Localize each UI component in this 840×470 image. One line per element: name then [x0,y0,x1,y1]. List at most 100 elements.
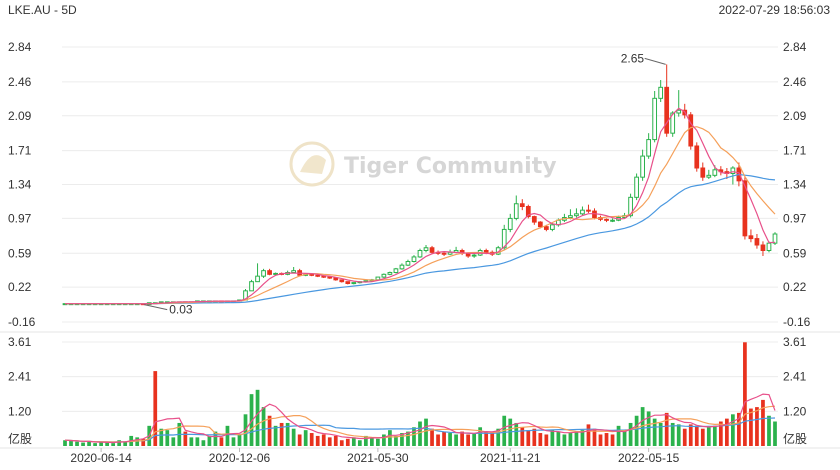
volume-tick-label-left: 2.41 [8,370,32,384]
volume-bar [532,428,537,446]
volume-bar [490,433,495,446]
candle-body [580,209,585,215]
volume-bar [321,434,326,446]
volume-bar [628,422,633,446]
volume-bar [749,408,753,446]
volume-bar [676,424,681,446]
candle-body [429,247,435,253]
volume-tick-label-left: 1.20 [8,404,32,418]
candle-body [393,268,399,274]
candle-body [309,273,315,276]
chart-timestamp: 2022-07-29 18:56:03 [718,3,830,17]
candle-body [345,281,351,284]
candle-body [676,109,682,114]
candle-body [273,272,278,275]
date-tick-label: 2021-11-21 [480,451,541,465]
candle-body [291,270,297,273]
price-tick-label-right: 2.84 [783,40,807,54]
candle-body [772,233,778,244]
price-tick-label-right: -0.16 [783,315,811,329]
volume-bar [700,428,705,446]
price-tick-label-right: 1.71 [783,144,807,158]
volume-bar [273,425,278,446]
volume-bar [291,428,296,446]
candle-body [712,169,718,176]
candle-body [315,274,321,277]
candle-body [550,224,555,230]
volume-bar [646,411,651,446]
volume-bar [370,437,374,446]
candle-body [381,273,387,278]
volume-bar [117,440,122,446]
candle-body [261,270,266,277]
volume-bar [315,435,320,446]
volume-bar [345,438,350,446]
volume-bar [755,407,759,446]
candle-body [351,282,357,285]
volume-bar [171,437,176,446]
volume-bar [731,414,735,446]
volume-bar [309,433,314,446]
volume-bar [135,437,140,446]
candle-body [664,86,670,134]
low-annotation-leader [144,304,168,311]
volume-bar [195,437,200,446]
volume-bar [99,441,103,446]
volume-bar [225,425,230,446]
volume-bar [737,412,741,446]
volume-unit-label-left: 亿股 [8,431,32,446]
volume-bar [418,421,422,446]
candle-body [586,209,591,212]
volume-bar [544,434,549,446]
volume-bar [333,435,338,446]
candle-body [339,279,345,283]
candle-body [694,145,700,169]
volume-bar [773,421,777,446]
volume-bar [213,431,218,446]
candle-body [574,213,579,217]
volume-bar [376,438,380,446]
candle-body [387,272,393,275]
volume-bar [592,428,597,446]
volume-bar [598,434,603,446]
volume-ma-short-line [64,393,776,444]
candle-body [531,216,537,223]
volume-bar [724,418,729,446]
volume-bar [652,418,657,446]
high-annotation-label: 2.65 [621,51,645,65]
price-tick-label-left: 2.84 [8,40,32,54]
volume-bar [448,433,452,446]
watermark-logo-mark [300,155,326,174]
volume-bar [279,422,284,446]
volume-bar [75,441,79,446]
price-tick-label-left: 2.09 [8,109,32,123]
volume-bar [574,431,579,446]
watermark: Tiger Community [289,141,557,187]
price-ma-long-line [65,173,776,305]
volume-bar [141,438,146,446]
volume-tick-label-right: 3.61 [783,335,807,349]
candle-body [754,238,760,246]
candle-body [634,176,639,198]
volume-bar [767,415,771,446]
candle-body [267,270,272,275]
volume-bar [634,415,639,446]
candle-body [483,250,489,253]
price-tick-label-left: 2.46 [8,75,32,89]
volume-bar [219,437,224,446]
date-tick-label: 2022-05-15 [618,451,680,465]
candle-body [513,203,519,219]
price-ma-mid-line [65,126,776,305]
volume-bar [357,440,362,446]
volume-bar [616,425,621,446]
volume-bar [93,443,97,446]
candle-body [333,277,339,281]
candle-body [441,252,447,255]
volume-bar [688,424,693,446]
candle-body [519,203,525,207]
price-tick-label-right: 0.22 [783,280,807,294]
volume-bar [442,431,446,446]
candle-body [568,215,573,219]
volume-bar [351,437,356,446]
volume-bar [622,430,627,446]
